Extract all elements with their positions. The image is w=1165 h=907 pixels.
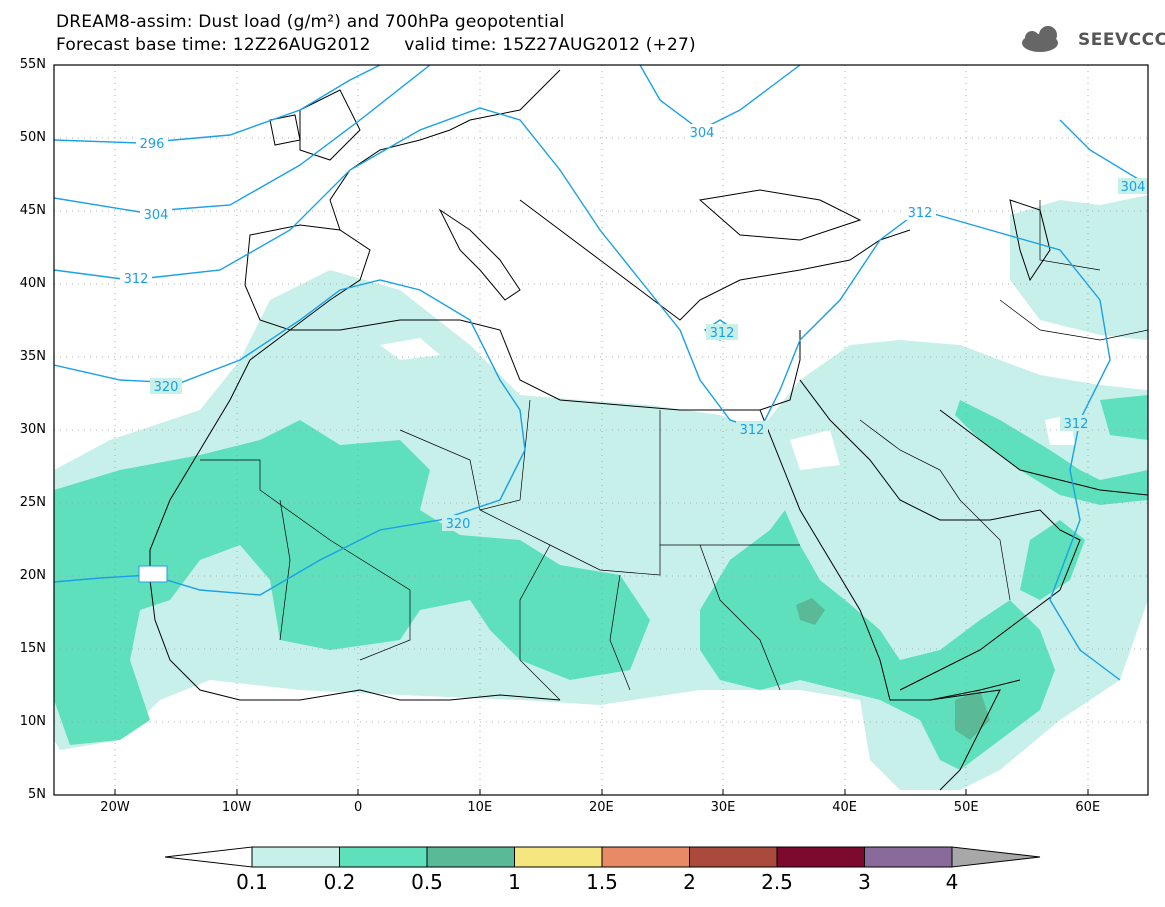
contour-label: 304 (1121, 180, 1146, 195)
lon-label: 50E (953, 800, 979, 815)
geopotential-contours (54, 65, 1148, 681)
lat-label: 55N (19, 57, 46, 72)
clear-patch (380, 338, 440, 360)
lon-label: 10E (467, 800, 493, 815)
contour-label: 312 (740, 423, 765, 438)
contour-label: 312 (710, 326, 735, 341)
lon-label: 10W (221, 800, 252, 815)
tick-marks (114, 789, 1089, 795)
logo-text: SEEVCCC (1078, 30, 1165, 50)
seevccc-logo-cloud (1022, 26, 1058, 52)
colorbar-tick-label: 1.5 (586, 870, 618, 894)
lat-label: 25N (19, 495, 46, 510)
colorbar-segment (689, 846, 778, 868)
colorbar-segment (339, 846, 428, 868)
dust-region-medium-oman (1020, 520, 1085, 600)
colorbar (164, 846, 1041, 868)
colorbar-tick-label: 0.2 (323, 870, 356, 894)
contour-304-ne (1059, 119, 1148, 186)
colorbar-tick-label: 3 (858, 870, 871, 894)
lon-label: 40E (832, 800, 857, 815)
colorbar-tick-label: 4 (945, 870, 959, 894)
colorbar-tick-label: 1 (508, 870, 521, 894)
contour-label: 312 (908, 206, 933, 221)
contour-304-east (639, 65, 801, 131)
lat-label: 10N (19, 714, 46, 729)
lon-label: 60E (1075, 800, 1101, 815)
country-borders (200, 200, 1148, 701)
contour-label: 304 (144, 208, 169, 223)
title-line-2: Forecast base time: 12Z26AUG2012 valid t… (56, 35, 696, 55)
colorbar-segment (864, 846, 953, 868)
lat-label: 15N (19, 641, 46, 656)
dust-fields (54, 195, 1148, 790)
dust-region-high (796, 598, 825, 625)
contour-312-west (54, 107, 761, 431)
colorbar-tick-label: 0.1 (236, 870, 268, 894)
colorbar-segment (514, 846, 603, 868)
colorbar-segment (776, 846, 865, 868)
contour-label: 296 (140, 137, 165, 152)
clear-patch (790, 430, 840, 470)
contour-label: 304 (690, 126, 715, 141)
lat-label: 40N (19, 276, 46, 291)
dust-region-medium-gulf (955, 400, 1148, 505)
colorbar-under-triangle (164, 846, 253, 868)
lat-label: 20N (19, 568, 46, 583)
colorbar-tick-label: 2 (683, 870, 696, 894)
coastlines (149, 69, 1148, 791)
lat-label: 35N (19, 349, 46, 364)
dust-region-medium-west (54, 420, 650, 745)
contour-304-west (54, 65, 431, 213)
contour-labels: 296 304 312 320 320 312 312 304 312 312 … (120, 124, 1148, 532)
contour-312-east (759, 209, 1121, 681)
lat-label: 5N (28, 787, 46, 802)
lon-label: 30E (710, 800, 736, 815)
contour-label: 320 (446, 517, 471, 532)
lon-label: 20E (589, 800, 614, 815)
contour-label: 312 (1064, 417, 1089, 432)
contour-label: 312 (124, 272, 149, 287)
contour-296 (54, 65, 381, 144)
colorbar-segment (251, 846, 340, 868)
colorbar-segment (426, 846, 515, 868)
contour-320 (54, 279, 526, 596)
colorbar-segment (601, 846, 690, 868)
dust-region-light-ne (1010, 195, 1148, 340)
dust-region-medium-iran (1100, 395, 1148, 440)
lon-label: 20W (100, 800, 130, 815)
plot-frame (53, 64, 1149, 796)
colorbar-tick-label: 0.5 (411, 870, 443, 894)
lat-label: 30N (19, 422, 46, 437)
grid (54, 65, 1148, 795)
lat-label: 45N (19, 203, 46, 218)
lat-label: 50N (19, 130, 46, 145)
contour-label: 320 (154, 380, 179, 395)
colorbar-over-triangle (951, 846, 1041, 868)
title-line-1: DREAM8-assim: Dust load (g/m²) and 700hP… (56, 12, 565, 32)
colorbar-tick-label: 2.5 (761, 870, 793, 894)
lon-label: 0 (354, 800, 363, 815)
